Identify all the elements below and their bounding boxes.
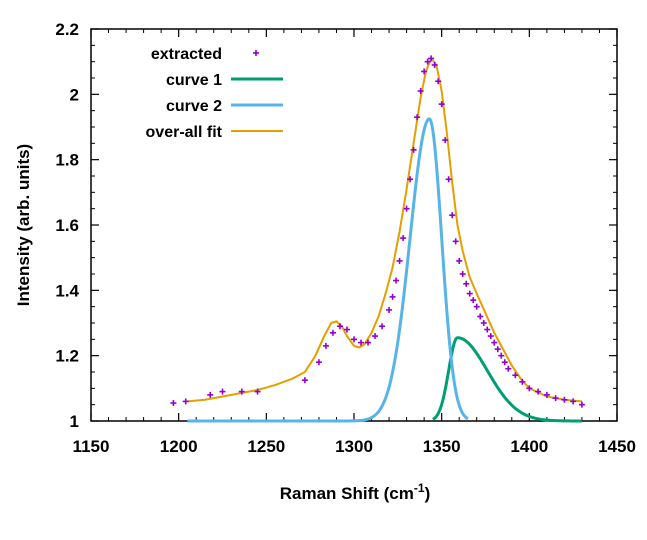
x-tick-label: 1150: [73, 437, 110, 456]
y-tick-label: 2.2: [55, 20, 79, 39]
data-point-extracted: [512, 372, 519, 379]
legend: extracted curve 1 curve 2 over-all fit: [146, 46, 283, 141]
data-point-extracted: [315, 359, 322, 366]
data-point-extracted: [379, 323, 386, 330]
data-point-extracted: [182, 398, 189, 405]
data-point-extracted: [452, 238, 459, 245]
x-tick-label: 1300: [335, 437, 373, 456]
data-point-extracted: [219, 388, 226, 395]
series-line-curve-2: [186, 117, 469, 423]
data-point-extracted: [505, 365, 512, 372]
data-point-extracted: [407, 176, 414, 183]
data-point-extracted: [438, 101, 445, 108]
y-tick-label: 1.4: [55, 281, 79, 300]
data-point-extracted: [431, 61, 438, 68]
data-point-extracted: [543, 391, 550, 398]
x-tick-label: 1450: [598, 437, 636, 456]
data-point-extracted: [484, 326, 491, 333]
curves-layer: [186, 57, 583, 423]
legend-label-curve-2: curve 2: [166, 98, 222, 115]
data-point-extracted: [463, 280, 470, 287]
data-point-extracted: [477, 313, 484, 320]
series-line-over-all-fit: [187, 57, 583, 403]
data-point-extracted: [417, 88, 424, 95]
data-point-extracted: [372, 333, 379, 340]
y-tick-label: 1.2: [55, 347, 79, 366]
data-point-extracted: [466, 290, 473, 297]
data-point-extracted: [535, 388, 542, 395]
legend-label-over-all-fit: over-all fit: [146, 124, 223, 141]
data-point-extracted: [403, 205, 410, 212]
data-point-extracted: [386, 306, 393, 313]
data-point-extracted: [393, 277, 400, 284]
data-point-extracted: [435, 78, 442, 85]
data-point-extracted: [487, 333, 494, 340]
data-point-extracted: [424, 58, 431, 65]
data-point-extracted: [491, 339, 498, 346]
data-point-extracted: [501, 359, 508, 366]
data-point-extracted: [336, 323, 343, 330]
data-point-extracted: [410, 146, 417, 153]
data-point-extracted: [396, 257, 403, 264]
data-point-extracted: [389, 293, 396, 300]
legend-label-extracted: extracted: [151, 46, 222, 63]
y-axis-title: Intensity (arb. units): [14, 144, 33, 306]
x-tick-label: 1200: [160, 437, 198, 456]
data-point-extracted: [561, 396, 568, 403]
x-axis-title: Raman Shift (cm-1): [280, 481, 430, 503]
data-point-extracted: [449, 212, 456, 219]
data-point-extracted: [254, 388, 261, 395]
data-point-extracted: [480, 320, 487, 326]
data-point-extracted: [498, 352, 505, 359]
data-point-extracted: [322, 342, 329, 349]
data-point-extracted: [414, 114, 421, 121]
x-tick-label: 1350: [423, 437, 461, 456]
data-point-extracted: [578, 401, 585, 408]
y-tick-label: 1.6: [55, 216, 79, 235]
legend-marker-extracted: [253, 50, 259, 56]
data-point-extracted: [421, 68, 428, 75]
data-point-extracted: [526, 385, 533, 392]
data-point-extracted: [570, 398, 577, 405]
data-point-extracted: [470, 297, 477, 304]
points-layer: [170, 55, 585, 408]
data-point-extracted: [445, 176, 452, 183]
data-point-extracted: [400, 235, 407, 242]
data-point-extracted: [494, 346, 501, 353]
data-point-extracted: [442, 137, 449, 144]
data-point-extracted: [428, 55, 435, 62]
data-point-extracted: [459, 271, 466, 277]
series-line-curve-1: [432, 336, 583, 423]
data-point-extracted: [207, 391, 214, 398]
data-point-extracted: [552, 395, 559, 402]
data-point-extracted: [365, 339, 372, 346]
legend-label-curve-1: curve 1: [166, 72, 222, 89]
data-point-extracted: [170, 400, 177, 407]
data-point-extracted: [301, 377, 308, 384]
data-point-extracted: [358, 339, 365, 346]
data-point-extracted: [473, 303, 480, 310]
data-point-extracted: [238, 388, 245, 395]
x-tick-label: 1250: [247, 437, 285, 456]
data-point-extracted: [343, 326, 350, 333]
y-tick-label: 2: [70, 85, 79, 104]
data-point-extracted: [329, 329, 336, 336]
y-tick-label: 1.8: [55, 151, 79, 170]
y-tick-label: 1: [70, 412, 79, 431]
data-point-extracted: [351, 336, 357, 343]
x-tick-label: 1400: [510, 437, 548, 456]
data-point-extracted: [456, 257, 463, 264]
data-point-extracted: [519, 378, 526, 385]
